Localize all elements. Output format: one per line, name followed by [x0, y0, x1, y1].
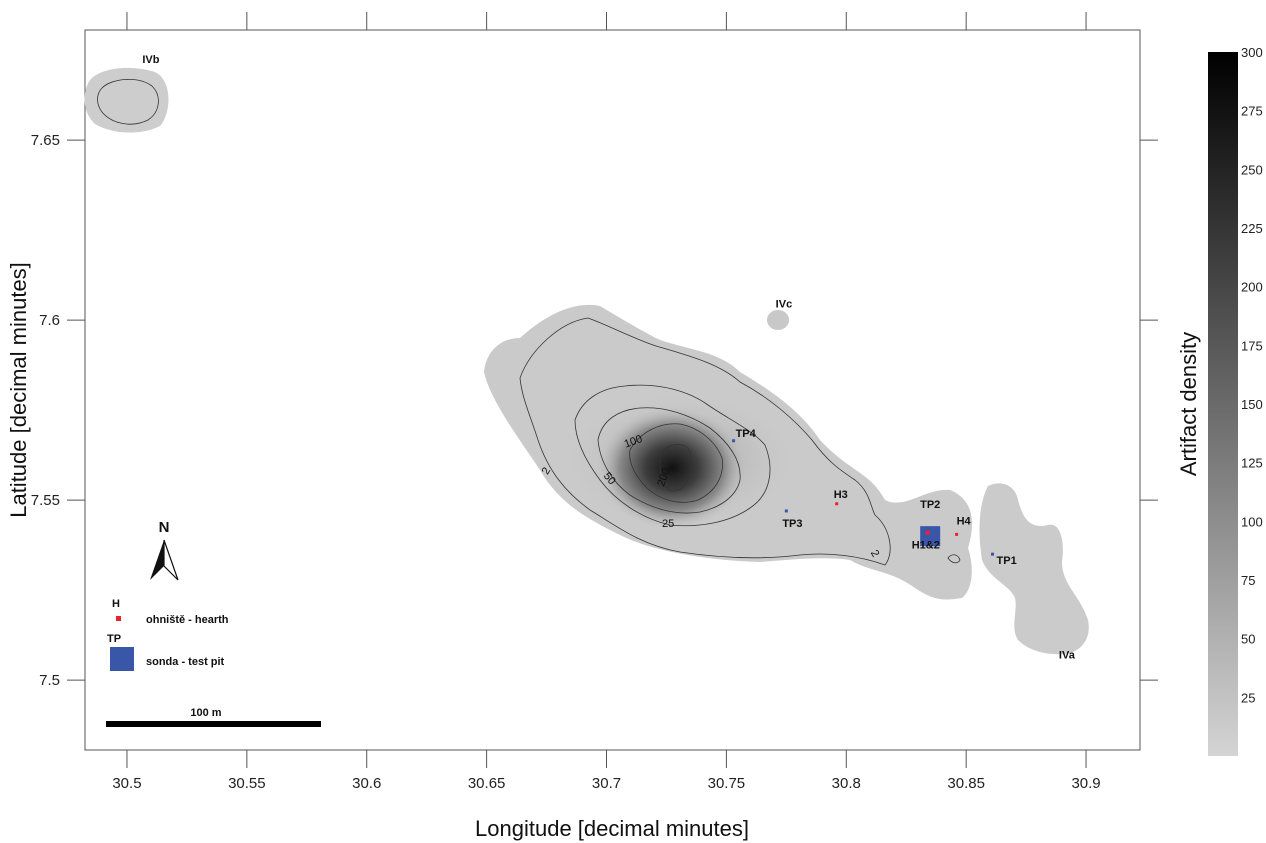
colorbar-tick-25: 25	[1241, 690, 1255, 705]
contour-h12	[947, 554, 961, 564]
x-tick-label-2: 30.6	[352, 775, 381, 792]
contour-label-100: 100	[623, 433, 644, 451]
colorbar-tick-300: 300	[1241, 45, 1263, 60]
site-label-ivc: IVc	[776, 299, 793, 311]
x-tick-label-0: 30.5	[112, 775, 141, 792]
colorbar-gradient	[1208, 52, 1238, 756]
feature-label-h3: H3	[834, 489, 848, 501]
contour-label-2-right: 2	[868, 548, 881, 559]
contour-25	[574, 384, 771, 527]
site-ivb-area	[84, 67, 169, 133]
feature-marker-tp4	[732, 439, 736, 443]
colorbar-title: Artifact density	[1176, 332, 1201, 476]
feature-label-tp1: TP1	[997, 555, 1017, 567]
colorbar-tick-250: 250	[1241, 162, 1263, 177]
legend-hearth-symbol: H	[112, 598, 120, 610]
legend-pit-symbol: TP	[107, 633, 121, 645]
x-tick-label-6: 30.8	[832, 775, 861, 792]
colorbar-ticks: 25 50 75 100 125 150 175 200 225 250 275 300	[1241, 45, 1263, 705]
y-tick-labels: 7.5 7.55 7.6 7.65	[31, 132, 60, 689]
contour-label-200: 200	[655, 467, 673, 488]
x-tick-label-3: 30.65	[468, 775, 506, 792]
feature-marker-tp1	[991, 552, 995, 556]
site-label-ivb: IVb	[142, 54, 159, 66]
feature-marker-h3	[835, 502, 839, 506]
colorbar-tick-50: 50	[1241, 632, 1255, 647]
y-tick-label-0: 7.5	[39, 672, 60, 689]
colorbar-tick-75: 75	[1241, 573, 1255, 588]
scale-bar: 100 m	[106, 707, 321, 727]
contour-200	[659, 444, 692, 492]
core-shading	[597, 406, 747, 530]
legend-hearth-marker	[116, 616, 121, 621]
features: TP4 TP3 H3 TP2 H1&2 H4 TP1	[732, 428, 1017, 567]
contour-label-2-left: 2	[540, 465, 553, 476]
y-tick-label-2: 7.6	[39, 312, 60, 329]
colorbar-tick-200: 200	[1241, 280, 1263, 295]
y-axis-title: Latitude [decimal minutes]	[6, 262, 31, 518]
scale-bar-label: 100 m	[190, 707, 221, 719]
legend-hearth-text: ohniště - hearth	[146, 614, 229, 626]
contour-label-25: 25	[662, 518, 674, 530]
colorbar: 25 50 75 100 125 150 175 200 225 250 275 300 Artifa…	[1176, 45, 1263, 756]
contour-2	[519, 317, 891, 566]
x-tick-label-1: 30.55	[228, 775, 266, 792]
y-tick-label-1: 7.55	[31, 492, 60, 509]
site-label-iva: IVa	[1059, 650, 1076, 662]
x-tick-labels: 30.5 30.55 30.6 30.65 30.7 30.75 30.8 30.85 30.9	[112, 775, 1100, 792]
feature-label-tp3: TP3	[782, 518, 802, 530]
north-arrow-icon	[150, 540, 164, 580]
contour-ivb	[97, 79, 159, 125]
colorbar-tick-125: 125	[1241, 456, 1263, 471]
legend: H ohniště - hearth TP sonda - test pit	[107, 598, 229, 671]
colorbar-tick-150: 150	[1241, 397, 1263, 412]
y-tick-label-3: 7.65	[31, 132, 60, 149]
site-ivc-area	[767, 310, 789, 330]
feature-label-tp4: TP4	[736, 428, 757, 440]
colorbar-tick-275: 275	[1241, 104, 1263, 119]
feature-label-h1and2: H1&2	[912, 540, 940, 552]
site-iva-area	[979, 483, 1089, 655]
legend-pit-text: sonda - test pit	[146, 656, 225, 668]
scale-bar-line	[106, 721, 321, 727]
feature-marker-tp3	[784, 509, 788, 513]
x-tick-label-8: 30.9	[1071, 775, 1100, 792]
density-surface	[84, 67, 1089, 655]
axis-ticks	[67, 12, 1158, 768]
feature-label-h4: H4	[957, 515, 972, 527]
x-axis-title: Longitude [decimal minutes]	[475, 816, 749, 841]
x-tick-label-5: 30.75	[708, 775, 746, 792]
x-tick-label-4: 30.7	[592, 775, 621, 792]
legend-pit-marker	[110, 647, 134, 671]
site-labels: IVb IVc IVa	[142, 54, 1075, 662]
colorbar-tick-175: 175	[1241, 338, 1263, 353]
feature-marker-tp2	[920, 526, 941, 547]
feature-marker-h1and2	[925, 530, 930, 535]
contours	[519, 317, 961, 566]
contour-100	[629, 423, 723, 503]
feature-marker-h4	[955, 532, 959, 536]
colorbar-tick-225: 225	[1241, 221, 1263, 236]
contour-50	[597, 407, 741, 514]
x-tick-label-7: 30.85	[947, 775, 985, 792]
north-arrow: N	[150, 519, 179, 581]
feature-label-tp2: TP2	[920, 499, 940, 511]
north-label: N	[159, 519, 170, 536]
colorbar-tick-100: 100	[1241, 514, 1263, 529]
